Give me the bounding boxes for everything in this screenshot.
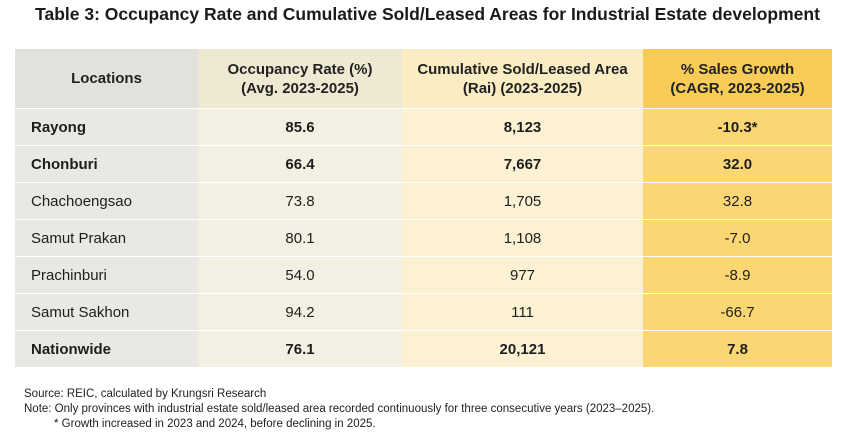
source-note: Source: REIC, calculated by Krungsri Res… [24, 388, 267, 400]
header-sales-growth: % Sales Growth (CAGR, 2023-2025) [643, 49, 832, 109]
cell-growth: 7.8 [643, 330, 832, 368]
cell-occupancy: 66.4 [198, 145, 402, 183]
header-occupancy-line1: Occupancy Rate (%) [227, 60, 373, 78]
table-row: Chonburi 66.4 7,667 32.0 [15, 145, 832, 183]
header-occupancy-line2: (Avg. 2023-2025) [241, 79, 359, 97]
cell-location: Prachinburi [15, 256, 198, 294]
cell-location: Chachoengsao [15, 182, 198, 220]
table-header-row: Locations Occupancy Rate (%) (Avg. 2023-… [15, 49, 832, 109]
table-title: Table 3: Occupancy Rate and Cumulative S… [35, 4, 820, 24]
cell-growth: 32.8 [643, 182, 832, 220]
cell-area: 7,667 [402, 145, 643, 183]
header-cumulative-area: Cumulative Sold/Leased Area (Rai) (2023-… [402, 49, 643, 109]
table-row: Samut Prakan 80.1 1,108 -7.0 [15, 219, 832, 257]
occupancy-table: Locations Occupancy Rate (%) (Avg. 2023-… [15, 49, 832, 368]
cell-area: 20,121 [402, 330, 643, 368]
cell-location: Samut Sakhon [15, 293, 198, 331]
cell-location: Chonburi [15, 145, 198, 183]
cell-occupancy: 85.6 [198, 108, 402, 146]
header-area-line2: (Rai) (2023-2025) [462, 79, 583, 97]
table-row: Prachinburi 54.0 977 -8.9 [15, 256, 832, 294]
cell-growth: -66.7 [643, 293, 832, 331]
header-locations-label: Locations [71, 70, 142, 87]
cell-location: Rayong [15, 108, 198, 146]
cell-growth: -8.9 [643, 256, 832, 294]
table-row: Chachoengsao 73.8 1,705 32.8 [15, 182, 832, 220]
cell-occupancy: 80.1 [198, 219, 402, 257]
cell-area: 977 [402, 256, 643, 294]
cell-occupancy: 94.2 [198, 293, 402, 331]
cell-area: 1,108 [402, 219, 643, 257]
table-row: Nationwide 76.1 20,121 7.8 [15, 330, 832, 368]
header-growth-line1: % Sales Growth [680, 60, 795, 78]
cell-area: 8,123 [402, 108, 643, 146]
cell-area: 111 [402, 293, 643, 331]
table-row: Samut Sakhon 94.2 111 -66.7 [15, 293, 832, 331]
cell-growth: -10.3* [643, 108, 832, 146]
table-row: Rayong 85.6 8,123 -10.3* [15, 108, 832, 146]
cell-occupancy: 76.1 [198, 330, 402, 368]
cell-growth: -7.0 [643, 219, 832, 257]
cell-location: Samut Prakan [15, 219, 198, 257]
method-note: Note: Only provinces with industrial est… [24, 403, 655, 415]
cell-growth: 32.0 [643, 145, 832, 183]
footnote: * Growth increased in 2023 and 2024, bef… [54, 418, 376, 430]
cell-location: Nationwide [15, 330, 198, 368]
cell-occupancy: 54.0 [198, 256, 402, 294]
table-notes: Source: REIC, calculated by Krungsri Res… [24, 387, 654, 432]
header-locations: Locations [15, 49, 198, 109]
cell-area: 1,705 [402, 182, 643, 220]
header-growth-line2: (CAGR, 2023-2025) [670, 79, 805, 97]
cell-occupancy: 73.8 [198, 182, 402, 220]
header-area-line1: Cumulative Sold/Leased Area [417, 60, 628, 78]
header-occupancy-rate: Occupancy Rate (%) (Avg. 2023-2025) [198, 49, 402, 109]
